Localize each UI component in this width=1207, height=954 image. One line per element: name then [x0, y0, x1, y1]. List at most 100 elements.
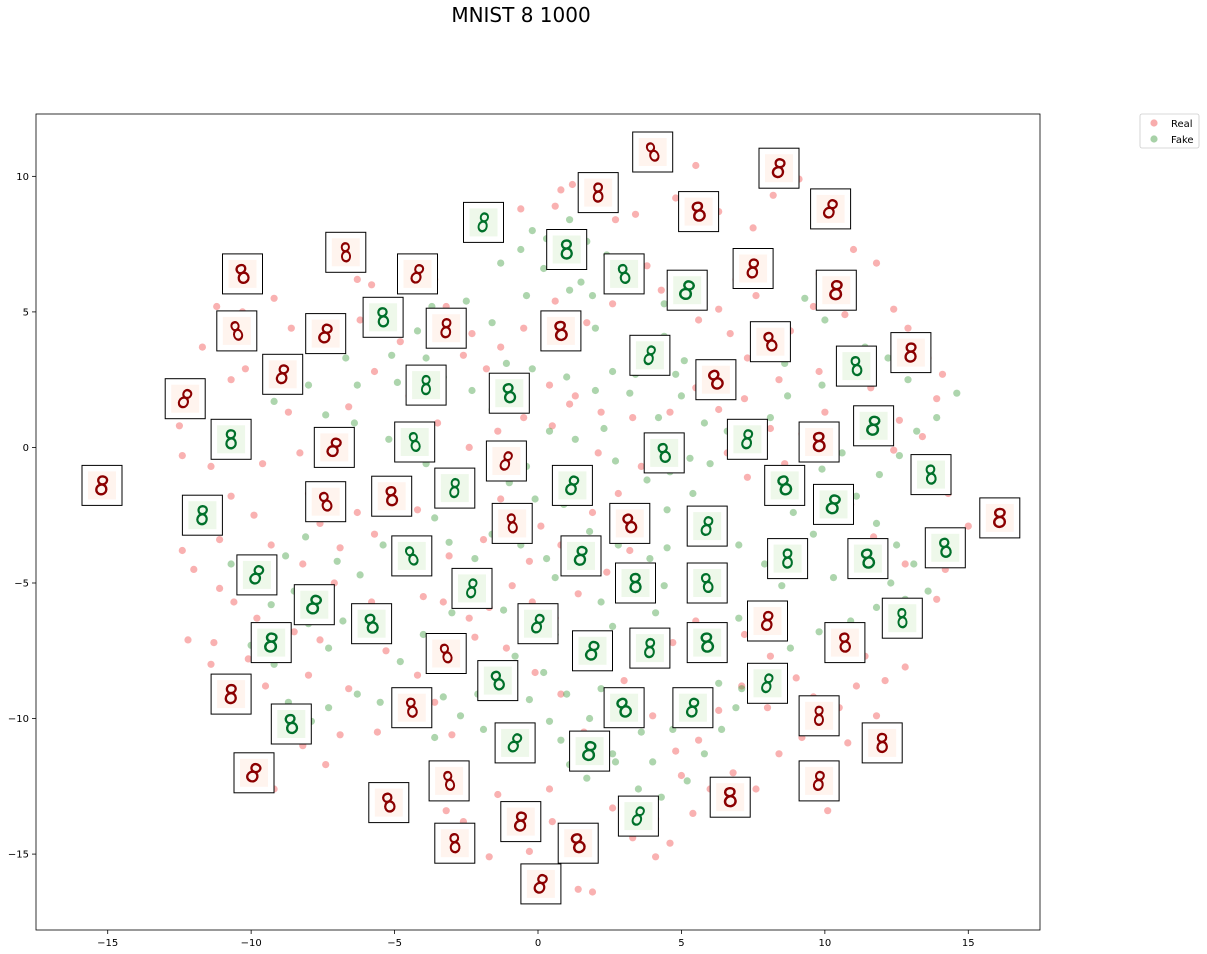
thumbnail-real-0 — [632, 131, 674, 173]
y-tick-label: −15 — [8, 850, 29, 861]
point-fake-54 — [500, 606, 508, 614]
point-real-59 — [227, 492, 235, 500]
point-real-158 — [695, 736, 703, 744]
point-fake-92 — [700, 750, 709, 758]
thumbnail-fake-63 — [250, 622, 292, 664]
point-real-222 — [419, 593, 427, 601]
thumbnail-real-64 — [824, 622, 866, 664]
point-real-106 — [299, 560, 307, 568]
point-fake-202 — [385, 435, 393, 443]
point-fake-109 — [809, 530, 818, 538]
point-fake-7 — [577, 278, 585, 286]
point-fake-71 — [325, 704, 333, 712]
point-real-67 — [413, 506, 422, 514]
point-real-146 — [666, 839, 674, 847]
point-fake-201 — [350, 419, 358, 427]
thumbnail-fake-85 — [617, 795, 659, 837]
y-tick-label: 0 — [23, 443, 29, 454]
thumbnail-fake-7 — [603, 253, 645, 295]
point-real-88 — [566, 400, 574, 408]
point-fake-45 — [597, 598, 605, 606]
point-fake-137 — [924, 587, 932, 595]
point-real-66 — [370, 530, 379, 538]
point-real-164 — [531, 668, 539, 677]
point-real-80 — [603, 568, 611, 576]
point-real-30 — [841, 311, 849, 319]
point-real-82 — [588, 508, 597, 517]
point-fake-85 — [634, 785, 643, 793]
point-fake-14 — [609, 367, 617, 376]
thumbnail-fake-6 — [546, 229, 588, 270]
point-fake-122 — [784, 392, 792, 400]
point-fake-162 — [511, 652, 519, 660]
point-real-52 — [198, 343, 206, 351]
thumbnail-fake-8 — [666, 269, 708, 311]
point-real-64 — [353, 508, 361, 517]
point-real-223 — [439, 598, 447, 606]
point-real-3 — [353, 275, 361, 283]
point-fake-86 — [649, 758, 657, 766]
point-real-70 — [497, 495, 505, 503]
point-fake-93 — [683, 777, 691, 785]
thumbnail-real-42 — [305, 481, 347, 523]
point-real-75 — [508, 582, 516, 590]
point-real-226 — [316, 636, 324, 644]
point-fake-182 — [531, 495, 539, 503]
point-real-42 — [497, 343, 505, 351]
point-fake-147 — [887, 579, 895, 587]
point-real-79 — [574, 590, 582, 598]
point-real-199 — [766, 424, 775, 433]
thumbnail-fake-28 — [853, 405, 895, 447]
point-real-46 — [356, 316, 364, 324]
point-fake-158 — [282, 552, 290, 560]
x-axis: −15 −10 −5 0 5 10 15 — [97, 930, 975, 949]
point-fake-76 — [456, 712, 465, 720]
point-real-89 — [545, 381, 554, 389]
thumbnail-real-81 — [233, 752, 275, 794]
legend-box — [1139, 113, 1200, 149]
point-fake-60 — [339, 617, 347, 625]
thumbnail-fake-26 — [488, 372, 530, 414]
point-real-220 — [479, 536, 488, 544]
point-real-186 — [824, 807, 832, 815]
thumbnail-real-80 — [428, 760, 470, 802]
point-fake-80 — [545, 717, 554, 725]
point-fake-28 — [600, 424, 608, 433]
point-real-7 — [551, 202, 559, 210]
point-fake-61 — [325, 644, 333, 652]
point-real-103 — [216, 584, 224, 593]
thumbnail-real-36 — [81, 464, 123, 506]
point-fake-115 — [933, 414, 941, 422]
point-real-155 — [763, 704, 772, 712]
point-real-163 — [557, 690, 565, 698]
point-real-87 — [597, 408, 605, 416]
thumbnail-fake-47 — [686, 505, 728, 547]
thumbnail-fake-73 — [603, 687, 645, 729]
point-fake-134 — [872, 519, 881, 528]
point-real-83 — [614, 489, 622, 498]
point-real-179 — [852, 682, 861, 690]
thumbnail-fake-44 — [181, 494, 223, 536]
point-fake-165 — [597, 685, 605, 693]
thumbnail-fake-39 — [551, 464, 593, 506]
point-real-53 — [241, 365, 249, 373]
point-real-58 — [178, 452, 186, 460]
point-real-48 — [287, 324, 295, 332]
point-real-100 — [216, 536, 224, 544]
thumbnail-real-41 — [371, 475, 413, 517]
point-fake-100 — [663, 544, 671, 552]
thumbnail-fake-58 — [293, 584, 335, 626]
point-fake-195 — [821, 316, 829, 324]
point-real-201 — [715, 405, 723, 414]
point-real-113 — [373, 728, 381, 736]
thumbnail-real-13 — [815, 269, 857, 311]
thumbnail-real-19 — [749, 321, 791, 363]
point-real-34 — [715, 305, 723, 313]
legend-real-label: Real — [1171, 119, 1193, 130]
legend-fake-label: Fake — [1171, 135, 1194, 146]
thumbnail-fake-57 — [686, 562, 728, 604]
thumbnail-images — [81, 131, 1021, 905]
point-real-90 — [520, 414, 528, 422]
point-fake-142 — [786, 644, 795, 652]
point-real-224 — [465, 614, 473, 622]
